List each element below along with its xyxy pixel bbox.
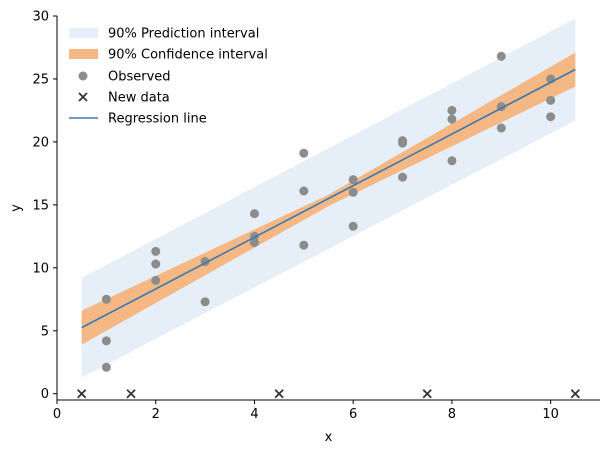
legend-prediction-swatch — [69, 28, 98, 38]
observed-point — [349, 188, 358, 197]
observed-point — [349, 175, 358, 184]
y-tick-label: 25 — [32, 72, 49, 87]
observed-point — [497, 52, 506, 61]
legend-new-data-label: New data — [108, 91, 170, 106]
y-tick-label: 10 — [32, 261, 49, 276]
x-axis-label: x — [325, 430, 333, 445]
observed-point — [398, 139, 407, 148]
y-tick-label: 0 — [41, 387, 49, 402]
observed-point — [299, 149, 308, 158]
legend-prediction-label: 90% Prediction interval — [108, 27, 259, 42]
x-tick-label: 0 — [53, 407, 61, 422]
observed-point — [151, 247, 160, 256]
observed-point — [447, 106, 456, 115]
new-data-point — [78, 390, 86, 398]
y-tick-label: 15 — [32, 198, 49, 213]
legend: 90% Prediction interval 90% Confidence in… — [69, 27, 268, 127]
regression-line — [82, 70, 576, 328]
x-tick-label: 2 — [152, 407, 160, 422]
new-data-point — [127, 390, 135, 398]
observed-point — [398, 173, 407, 182]
new-data-point — [423, 390, 431, 398]
legend-observed-label: Observed — [108, 70, 171, 85]
x-tick-label: 6 — [349, 407, 357, 422]
y-tick-label: 30 — [32, 10, 49, 25]
observed-point — [201, 297, 210, 306]
y-axis-label: y — [9, 204, 24, 212]
x-tick-label: 10 — [542, 407, 559, 422]
observed-point — [299, 187, 308, 196]
observed-point — [102, 363, 111, 372]
y-tick-label: 5 — [41, 324, 49, 339]
observed-point — [151, 260, 160, 269]
observed-point — [349, 222, 358, 231]
observed-point — [447, 115, 456, 124]
observed-point — [447, 156, 456, 165]
observed-point — [546, 112, 555, 121]
legend-confidence-label: 90% Confidence interval — [108, 48, 268, 63]
observed-point — [151, 276, 160, 285]
legend-new-data-marker — [79, 93, 87, 101]
observed-point — [102, 336, 111, 345]
x-tick-label: 8 — [448, 407, 456, 422]
observed-point — [546, 96, 555, 105]
observed-point — [497, 124, 506, 133]
new-data-point — [275, 390, 283, 398]
observed-point — [250, 209, 259, 218]
new-data-point — [571, 390, 579, 398]
y-tick-label: 20 — [32, 135, 49, 150]
observed-point — [102, 295, 111, 304]
observed-point — [299, 241, 308, 250]
x-tick-label: 4 — [250, 407, 258, 422]
legend-confidence-swatch — [69, 49, 98, 59]
legend-observed-marker — [79, 72, 88, 81]
legend-line-label: Regression line — [108, 112, 207, 127]
